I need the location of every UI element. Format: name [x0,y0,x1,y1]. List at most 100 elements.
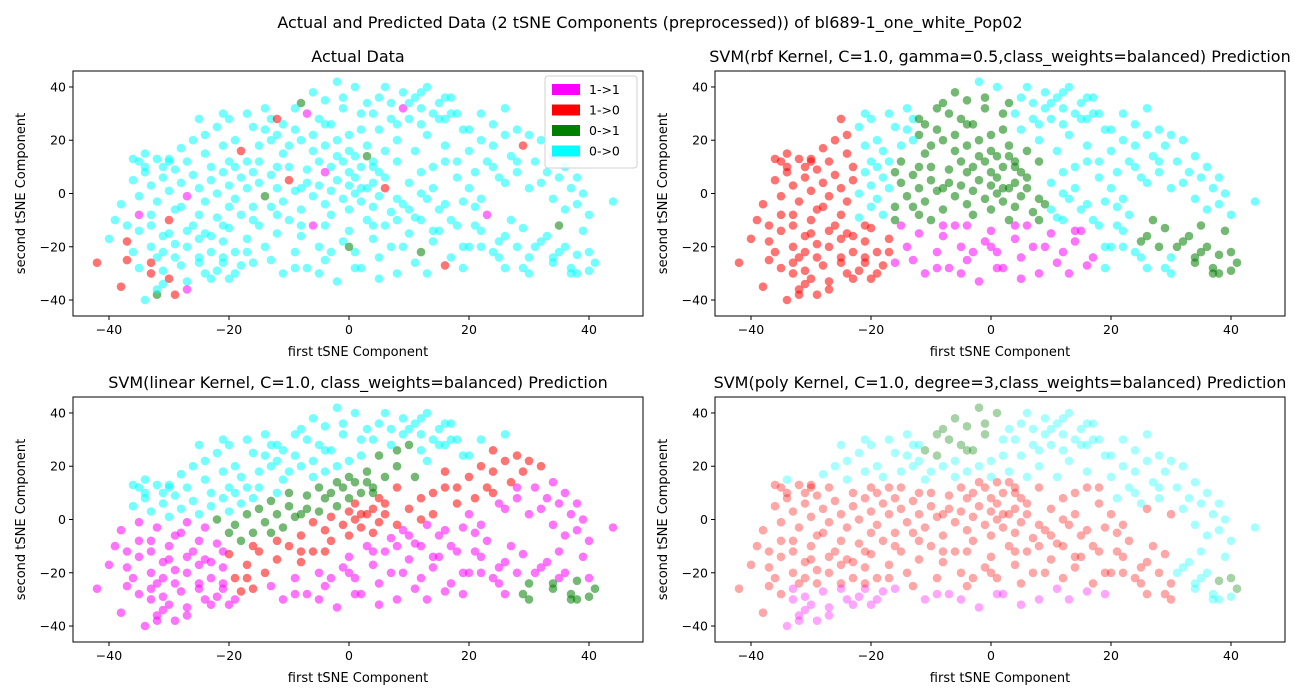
data-point-0->1 [1178,237,1188,246]
data-point-0->0 [896,467,906,476]
data-point-1->0 [1142,589,1152,599]
data-point-1->0 [788,547,798,556]
data-point-0->0 [1058,104,1068,113]
data-point-0->0 [854,189,864,198]
data-point-0->0 [830,461,840,471]
data-point-0->0 [404,114,414,124]
data-point-1->0 [866,507,876,516]
data-point-0->0 [1082,114,1092,124]
data-point-1->1 [314,568,324,578]
data-point-1->1 [560,568,570,578]
data-point-0->0 [458,197,468,206]
data-point-1->0 [788,507,798,516]
data-point-0->0 [350,263,360,273]
data-point-1->0 [908,496,918,506]
data-point-1->0 [326,512,336,522]
data-point-0->1 [380,472,390,482]
data-point-0->0 [1142,430,1152,439]
data-point-0->0 [344,130,354,140]
y-tick-label: 0 [700,186,708,201]
data-point-0->0 [512,157,522,166]
data-point-0->0 [104,234,114,244]
data-point-1->1 [800,592,810,601]
data-point-0->1 [1028,207,1038,217]
data-point-0->0 [440,141,450,150]
data-point-1->0 [1004,541,1014,551]
data-point-1->0 [818,504,828,514]
data-point-1->0 [884,573,894,583]
y-tick-label: −40 [40,293,66,308]
data-point-1->0 [968,573,978,583]
data-point-1->0 [764,547,774,556]
data-point-1->0 [344,531,354,540]
data-point-0->0 [398,199,408,209]
data-point-0->0 [248,122,258,132]
data-point-0->0 [560,205,570,214]
data-point-1->1 [206,573,216,583]
data-point-0->0 [272,488,282,498]
data-point-0->0 [494,237,504,246]
data-point-0->0 [1076,98,1086,108]
data-point-0->0 [128,247,138,257]
data-point-1->0 [812,253,822,262]
data-point-0->0 [1214,595,1224,604]
data-point-1->1 [1052,584,1062,593]
data-point-1->1 [1016,600,1026,609]
data-point-1->0 [236,146,246,156]
data-point-0->0 [500,130,510,140]
data-point-1->0 [938,509,948,519]
data-point-0->0 [884,183,894,193]
legend-box [544,75,638,169]
data-point-1->0 [416,493,426,503]
data-point-1->1 [494,579,504,588]
data-point-0->0 [404,98,414,108]
data-point-0->0 [1130,247,1140,257]
data-point-1->1 [146,584,156,593]
data-point-0->0 [518,263,528,273]
data-point-1->1 [140,621,150,631]
data-point-1->1 [122,563,132,572]
data-point-0->0 [152,253,162,262]
data-point-0->1 [1004,151,1014,161]
data-point-1->1 [974,603,984,612]
data-point-1->0 [926,541,936,551]
data-point-0->0 [608,197,618,206]
data-point-1->1 [992,589,1002,599]
data-point-1->0 [800,488,810,498]
data-point-1->0 [1166,579,1176,588]
y-axis-label: second tSNE Component [14,113,29,274]
data-point-0->1 [902,191,912,201]
data-point-0->0 [296,205,306,214]
data-point-0->0 [278,149,288,158]
data-point-0->0 [1052,93,1062,102]
data-point-0->1 [1184,231,1194,241]
data-point-0->0 [440,440,450,450]
data-point-0->0 [842,475,852,484]
data-point-1->1 [512,483,522,492]
legend-swatch [552,84,580,95]
data-point-0->0 [248,258,258,268]
data-point-0->0 [1058,414,1068,423]
data-point-0->0 [446,215,456,225]
data-point-1->1 [1082,261,1092,270]
data-point-1->1 [1058,247,1068,257]
legend-label: 0->0 [589,144,620,159]
data-point-0->0 [1118,226,1128,236]
data-point-0->0 [230,247,240,257]
data-point-1->0 [1058,493,1068,503]
data-point-1->1 [800,605,810,615]
data-point-0->1 [950,414,960,423]
data-point-1->0 [902,517,912,527]
x-axis-label: first tSNE Component [930,671,1070,686]
data-point-1->0 [1094,483,1104,492]
data-point-0->0 [446,419,456,428]
data-point-1->1 [212,592,222,601]
data-point-1->0 [1040,568,1050,578]
data-point-0->0 [350,189,360,198]
data-point-1->1 [956,242,966,252]
data-point-0->0 [218,237,228,246]
data-point-0->0 [290,451,300,460]
data-point-0->0 [170,239,180,249]
data-point-0->0 [860,141,870,150]
data-point-1->1 [212,539,222,548]
